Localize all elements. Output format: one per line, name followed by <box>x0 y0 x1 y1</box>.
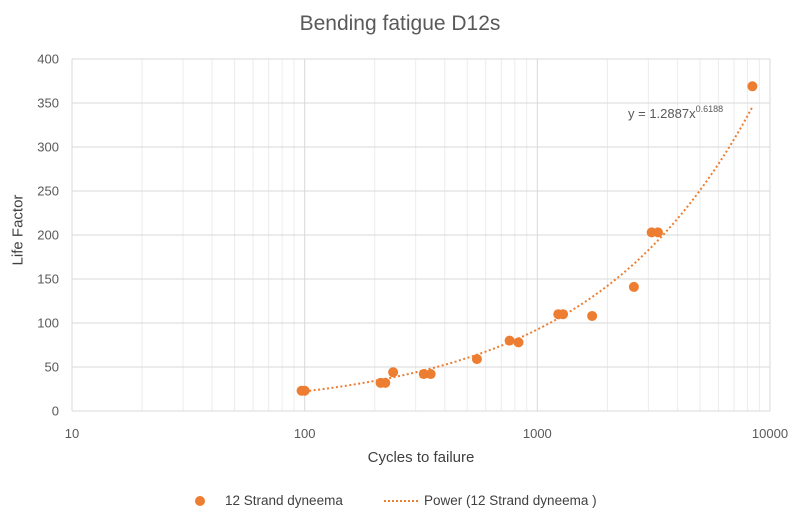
data-point <box>628 281 639 292</box>
y-tick-label: 300 <box>37 140 59 155</box>
legend-marker-circle <box>195 495 205 506</box>
equation-exponent: 0.6188 <box>696 104 724 114</box>
data-point <box>504 335 515 346</box>
x-tick-labels: 10 100 1000 10000 <box>65 426 788 441</box>
y-tick-label: 400 <box>37 52 59 67</box>
x-tick-label: 1000 <box>523 426 552 441</box>
data-point <box>299 385 310 396</box>
data-point <box>747 81 758 92</box>
x-axis-title: Cycles to failure <box>367 449 475 466</box>
y-tick-label: 250 <box>37 184 59 199</box>
equation-text: y = 1.2887x <box>628 106 696 121</box>
chart-title: Bending fatigue D12s <box>299 12 501 35</box>
x-tick-label: 10000 <box>752 426 788 441</box>
legend-item-trendline: Power (12 Strand dyneema ) <box>384 493 597 508</box>
x-tick-label: 10 <box>65 426 79 441</box>
data-point <box>380 377 391 388</box>
y-tick-label: 0 <box>52 404 59 419</box>
data-point <box>513 337 524 348</box>
data-point <box>471 354 482 365</box>
legend: 12 Strand dyneema Power (12 Strand dynee… <box>0 493 800 513</box>
y-tick-labels: 0 50 100 150 200 250 300 350 400 <box>37 52 59 419</box>
y-tick-label: 100 <box>37 316 59 331</box>
y-tick-label: 350 <box>37 96 59 111</box>
data-point <box>587 310 598 321</box>
y-tick-label: 150 <box>37 272 59 287</box>
legend-label-trendline: Power (12 Strand dyneema ) <box>424 493 597 508</box>
data-point <box>558 309 569 320</box>
legend-item-series: 12 Strand dyneema <box>195 493 343 508</box>
y-tick-label: 200 <box>37 228 59 243</box>
x-tick-label: 100 <box>294 426 316 441</box>
legend-marker-dotted-line <box>384 499 418 502</box>
data-point <box>652 227 663 238</box>
y-tick-label: 50 <box>45 360 59 375</box>
trendline-power <box>304 106 754 393</box>
trendline-equation: y = 1.2887x0.6188 <box>628 104 723 121</box>
data-points <box>296 81 758 396</box>
data-point <box>388 367 399 378</box>
data-point <box>418 369 429 380</box>
legend-label-series: 12 Strand dyneema <box>225 493 343 508</box>
data-point <box>425 369 436 380</box>
